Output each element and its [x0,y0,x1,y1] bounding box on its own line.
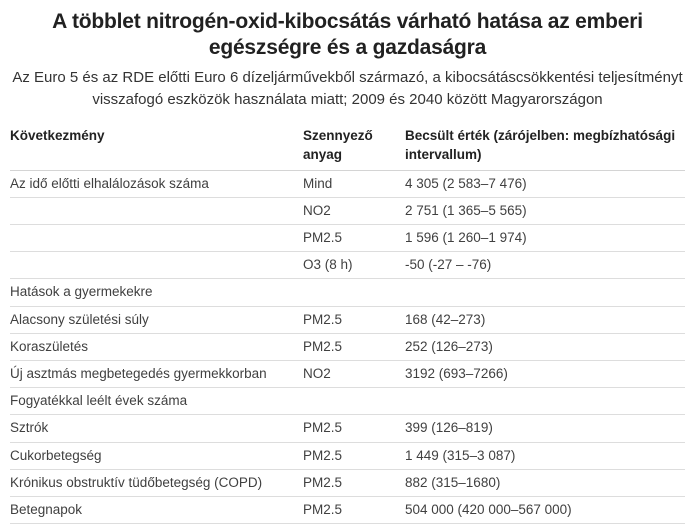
table-header-row: Következmény Szennyező anyag Becsült ért… [10,121,685,171]
table-row: PM2.5 1 596 (1 260–1 974) [10,224,685,253]
value-cell: 882 (315–1680) [405,469,685,498]
consequence-cell: Fogyatékkal leélt évek száma [10,387,303,416]
pollutant-cell: PM2.5 [303,414,405,443]
value-cell: 1 596 (1 260–1 974) [405,224,685,253]
pollutant-cell: PM2.5 [303,496,405,525]
consequence-cell [10,251,303,280]
value-cell [405,387,685,416]
value-cell: 1 449 (315–3 087) [405,442,685,470]
consequence-cell: Krónikus obstruktív tüdőbetegség (COPD) [10,469,303,498]
consequence-cell: Betegnapok [10,496,303,525]
value-cell: 3192 (693–7266) [405,360,685,389]
consequence-cell: Az idő előtti elhalálozások száma [10,170,303,198]
consequence-cell [10,224,303,253]
table-row: Betegnapok PM2.5 504 000 (420 000–567 00… [10,496,685,525]
pollutant-cell: PM2.5 [303,333,405,362]
value-cell: 4 305 (2 583–7 476) [405,170,685,198]
pollutant-cell: PM2.5 [303,442,405,470]
table-row: Az idő előtti elhalálozások száma Mind 4… [10,170,685,198]
pollutant-cell: NO2 [303,197,405,225]
health-impact-table: Következmény Szennyező anyag Becsült ért… [10,121,685,531]
column-header-pollutant: Szennyező anyag [303,121,405,171]
value-cell [405,278,685,307]
table-section-row: Fogyatékkal leélt évek száma [10,387,685,416]
consequence-cell: Cukorbetegség [10,442,303,470]
table-row: NO2 2 751 (1 365–5 565) [10,197,685,225]
table-body: Az idő előtti elhalálozások száma Mind 4… [10,170,685,531]
consequence-cell: Alacsony születési súly [10,306,303,334]
pollutant-cell: NO2 [303,360,405,389]
value-cell: 25,2 (15,12–43,47) [405,523,685,531]
value-cell: 252 (126–273) [405,333,685,362]
pollutant-cell: PM2.5 [303,306,405,334]
table-row: Alacsony születési súly PM2.5 168 (42–27… [10,306,685,334]
value-cell: 168 (42–273) [405,306,685,334]
table-row: Sztrók PM2.5 399 (126–819) [10,414,685,443]
pollutant-cell: PM2.5 [303,224,405,253]
table-row: Krónikus obstruktív tüdőbetegség (COPD) … [10,469,685,498]
pollutant-cell: Mind [303,523,405,531]
table-header: Következmény Szennyező anyag Becsült ért… [10,121,685,171]
consequence-cell: Teljes nemzetgazdasági költség 2024-es é… [10,523,303,531]
table-row: O3 (8 h) -50 (-27 – -76) [10,251,685,280]
value-cell: 504 000 (420 000–567 000) [405,496,685,525]
table-row: Cukorbetegség PM2.5 1 449 (315–3 087) [10,442,685,470]
value-cell: 2 751 (1 365–5 565) [405,197,685,225]
pollutant-cell: Mind [303,170,405,198]
value-cell: 399 (126–819) [405,414,685,443]
pollutant-cell [303,278,405,307]
pollutant-cell: PM2.5 [303,469,405,498]
consequence-cell: Sztrók [10,414,303,443]
column-header-estimate: Becsült érték (zárójelben: megbízhatóság… [405,121,685,171]
page-container: A többlet nitrogén-oxid-kibocsátás várha… [0,9,695,531]
page-subtitle: Az Euro 5 és az RDE előtti Euro 6 dízelj… [12,69,683,108]
table-row: Új asztmás megbetegedés gyermekkorban NO… [10,360,685,389]
consequence-cell: Hatások a gyermekekre [10,278,303,307]
column-header-consequence: Következmény [10,121,303,171]
table-row: Teljes nemzetgazdasági költség 2024-es é… [10,523,685,531]
value-cell: -50 (-27 – -76) [405,251,685,280]
consequence-cell: Koraszületés [10,333,303,362]
pollutant-cell [303,387,405,416]
table-section-row: Hatások a gyermekekre [10,278,685,307]
table-row: Koraszületés PM2.5 252 (126–273) [10,333,685,362]
consequence-cell [10,197,303,225]
pollutant-cell: O3 (8 h) [303,251,405,280]
page-title: A többlet nitrogén-oxid-kibocsátás várha… [52,10,643,59]
consequence-cell: Új asztmás megbetegedés gyermekkorban [10,360,303,389]
